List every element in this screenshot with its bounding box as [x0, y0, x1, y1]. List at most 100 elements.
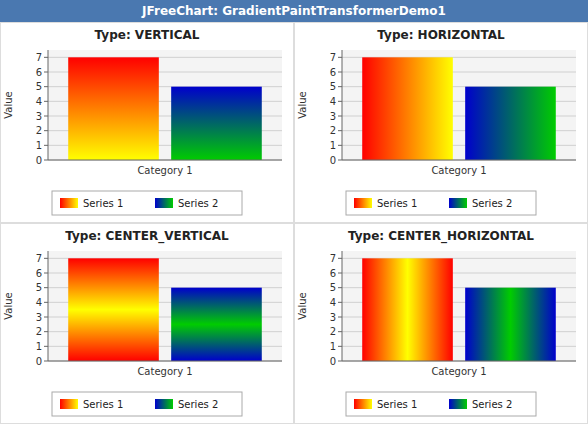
y-tick-label: 0	[36, 356, 42, 367]
y-tick-label: 2	[36, 125, 42, 136]
legend: Series 1 Series 2	[346, 392, 536, 416]
legend-swatch	[60, 198, 78, 208]
y-tick-label: 1	[330, 341, 336, 352]
bar	[171, 288, 262, 361]
y-axis-label: Value	[3, 91, 14, 118]
y-tick-label: 3	[36, 111, 42, 122]
y-tick	[338, 361, 342, 362]
y-axis-line	[342, 50, 343, 160]
y-tick	[338, 302, 342, 303]
chart-title: Type: HORIZONTAL	[377, 28, 505, 42]
chart-panel: Type: CENTER_HORIZONTAL01234567ValueCate…	[295, 224, 588, 424]
legend-box	[52, 191, 242, 215]
bar	[171, 87, 262, 160]
chart-title: Type: CENTER_VERTICAL	[65, 229, 229, 244]
y-tick	[338, 273, 342, 274]
y-tick	[338, 86, 342, 87]
legend-swatch	[60, 399, 78, 409]
y-tick	[338, 317, 342, 318]
y-tick-label: 6	[330, 67, 336, 78]
y-tick-label: 5	[330, 81, 336, 92]
y-tick	[44, 287, 48, 288]
y-tick	[338, 258, 342, 259]
y-tick-label: 6	[36, 268, 42, 279]
legend-label: Series 1	[83, 198, 123, 209]
y-tick	[44, 130, 48, 131]
grid-line	[48, 361, 282, 362]
legend-label: Series 2	[472, 399, 512, 410]
y-axis-line	[48, 50, 49, 160]
x-tick-label: Category 1	[137, 165, 192, 176]
y-tick	[338, 331, 342, 332]
y-tick-label: 4	[330, 96, 336, 107]
y-tick	[44, 331, 48, 332]
legend-label: Series 1	[377, 198, 417, 209]
bars	[362, 258, 556, 361]
y-tick	[338, 57, 342, 58]
y-tick-label: 5	[36, 81, 42, 92]
panel-background	[295, 23, 588, 223]
y-tick-label: 7	[36, 52, 42, 63]
y-tick	[338, 160, 342, 161]
window-title: JFreeChart: GradientPaintTransformerDemo…	[141, 4, 446, 18]
y-tick	[44, 101, 48, 102]
y-tick-label: 7	[330, 52, 336, 63]
bar	[362, 57, 453, 160]
legend-box	[52, 392, 242, 416]
y-tick-label: 6	[36, 67, 42, 78]
y-tick	[338, 116, 342, 117]
y-axis-line	[342, 251, 343, 361]
panel-background	[295, 224, 588, 424]
legend-label: Series 1	[377, 399, 417, 410]
panel-background	[1, 224, 294, 424]
x-tick-label: Category 1	[431, 366, 486, 377]
plot-area	[342, 251, 576, 361]
y-tick-label: 4	[330, 297, 336, 308]
header-bar	[0, 0, 588, 22]
y-axis-line	[48, 251, 49, 361]
bar	[68, 57, 159, 160]
legend-label: Series 2	[178, 198, 218, 209]
y-tick	[44, 302, 48, 303]
x-axis-line	[342, 361, 576, 362]
y-tick	[44, 116, 48, 117]
y-axis-label: Value	[3, 292, 14, 319]
legend-swatch	[354, 399, 372, 409]
y-tick-label: 6	[330, 268, 336, 279]
chart-panel: Type: VERTICAL01234567ValueCategory 1Ser…	[1, 23, 294, 223]
bar	[362, 258, 453, 361]
bars	[362, 57, 556, 160]
x-tick-label: Category 1	[431, 165, 486, 176]
y-tick	[44, 258, 48, 259]
bar	[465, 288, 556, 361]
x-axis-line	[48, 361, 282, 362]
y-tick	[44, 86, 48, 87]
grid-line	[342, 361, 576, 362]
plot-area	[48, 251, 282, 361]
y-tick	[44, 57, 48, 58]
y-tick-label: 4	[36, 96, 42, 107]
bar	[465, 87, 556, 160]
y-tick-label: 7	[330, 253, 336, 264]
bar	[68, 258, 159, 361]
grid-line	[48, 160, 282, 161]
y-tick	[338, 130, 342, 131]
y-tick	[338, 145, 342, 146]
legend: Series 1 Series 2	[52, 191, 242, 215]
y-tick	[338, 346, 342, 347]
y-tick-label: 3	[330, 312, 336, 323]
y-tick	[44, 346, 48, 347]
legend-swatch	[155, 198, 173, 208]
y-tick	[44, 361, 48, 362]
x-axis-line	[48, 160, 282, 161]
y-tick-label: 0	[330, 155, 336, 166]
grid-line	[342, 160, 576, 161]
y-tick-label: 1	[36, 341, 42, 352]
legend-label: Series 2	[178, 399, 218, 410]
chart-title: Type: CENTER_HORIZONTAL	[348, 229, 534, 244]
chart-title: Type: VERTICAL	[95, 28, 200, 42]
y-tick	[44, 317, 48, 318]
bars	[68, 57, 262, 160]
legend-box	[346, 191, 536, 215]
chart-panel: Type: CENTER_VERTICAL01234567ValueCatego…	[1, 224, 294, 424]
